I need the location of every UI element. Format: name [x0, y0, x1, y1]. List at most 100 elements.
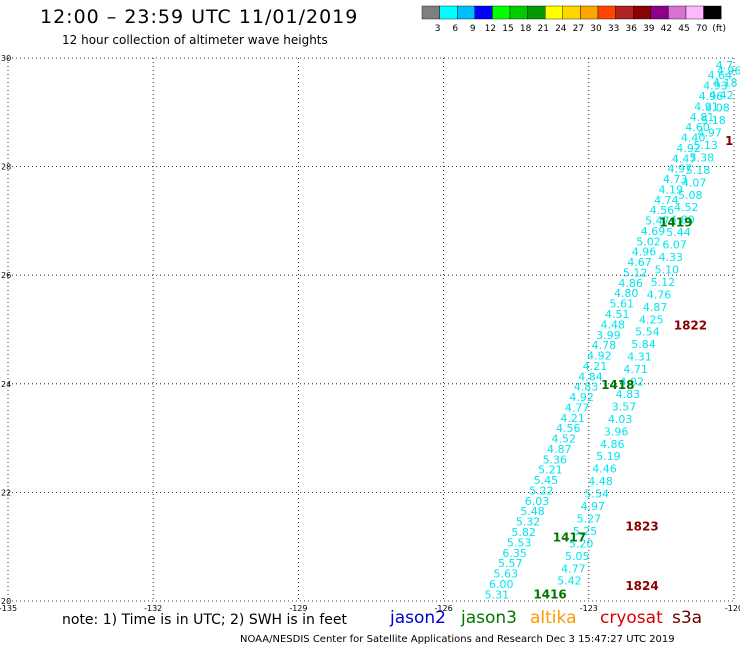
swh-value: 5.18: [701, 114, 726, 127]
swh-value: 4.73: [663, 173, 688, 186]
swh-value: 4.86: [618, 277, 643, 290]
colorbar-label: 70: [696, 24, 708, 34]
colorbar-label: 45: [678, 24, 689, 34]
colorbar-label: 33: [608, 24, 619, 34]
swh-value: 5.10: [655, 263, 680, 276]
colorbar-swatch: [650, 5, 669, 20]
swh-value: 6.07: [662, 239, 687, 252]
swh-value: 5.63: [494, 568, 519, 581]
swh-value: 4.51: [605, 308, 630, 321]
swh-value: 4.92: [569, 391, 594, 404]
colorbar-label: 9: [470, 24, 476, 34]
swh-value: 4.42: [709, 89, 734, 102]
swh-value: 5.08: [678, 189, 703, 202]
swh-value: 5.54: [635, 326, 660, 339]
swh-value: 4.86: [600, 438, 625, 451]
swh-value: 3.96: [604, 425, 629, 438]
swh-value: 5.19: [596, 450, 621, 463]
swh-value: 4.92: [676, 142, 701, 155]
swh-value: 4.60: [685, 121, 710, 134]
swh-value: 3.57: [612, 400, 637, 413]
swh-value: 5.45: [534, 474, 559, 487]
swh-value: 4.33: [658, 251, 683, 264]
swh-value: 5.31: [485, 588, 510, 601]
swh-value: 5.53: [507, 536, 532, 549]
colorbar-swatch: [668, 5, 687, 20]
swh-value: 5.47: [645, 215, 670, 228]
colorbar-label: 24: [555, 24, 567, 34]
swh-value: 5.48: [520, 505, 545, 518]
swh-value: 5.25: [573, 525, 598, 538]
swh-value: 4.48: [588, 475, 613, 488]
swh-value: 4.80: [614, 287, 639, 300]
track-labels: 1416 1417 1418 1419 1822 1823 1824 1: [533, 134, 733, 601]
swh-value: 4.47: [672, 152, 697, 165]
swh-value: 5.02: [636, 235, 661, 248]
colorbar-swatch: [421, 5, 440, 20]
x-tick-label: -135: [0, 604, 17, 613]
swh-value: 5.18: [686, 164, 711, 177]
swh-value: 4.97: [697, 127, 722, 140]
swh-value: 4.76: [647, 288, 672, 301]
swh-value: 5.20: [569, 537, 594, 550]
swh-value: 4.96: [699, 90, 724, 103]
chart-subtitle: 12 hour collection of altimeter wave hei…: [62, 33, 328, 47]
colorbar-swatch: [597, 5, 616, 20]
swh-value: 4.07: [682, 176, 707, 189]
swh-value: 5.13: [694, 139, 719, 152]
track-label: 1823: [625, 519, 658, 533]
colorbar: 3 6 9 12 15 18 21 24 27 30 33 36 39 42 45 70 (ft): [421, 5, 726, 34]
colorbar-label: 6: [452, 24, 458, 34]
colorbar-swatch: [562, 5, 581, 20]
swh-value: 5.82: [511, 526, 536, 539]
colorbar-swatch: [580, 5, 599, 20]
swh-value: 4.71: [623, 363, 648, 376]
swh-value: 5.27: [577, 512, 602, 525]
colorbar-label: 15: [502, 24, 513, 34]
swh-value: 4.80: [670, 214, 695, 227]
swh-value: 4.08: [705, 102, 730, 115]
colorbar-label: 18: [520, 24, 532, 34]
legend-cryosat: cryosat: [600, 608, 663, 628]
colorbar-label: 27: [573, 24, 584, 34]
colorbar-swatch: [545, 5, 564, 20]
swh-value: 6.03: [525, 495, 550, 508]
track-label: 1418: [601, 378, 634, 392]
swh-value: 5.42: [557, 575, 582, 588]
swh-value: 5.32: [516, 516, 541, 529]
swh-value: 5.57: [498, 557, 523, 570]
track-label: 1: [725, 134, 733, 148]
swh-value: 4.46: [592, 463, 617, 476]
colorbar-label: (ft): [712, 24, 726, 34]
swh-value: 4.97: [667, 163, 692, 176]
swh-value: 4.83: [574, 381, 599, 394]
swh-value: 5.12: [623, 266, 648, 279]
colorbar-label: 39: [643, 24, 655, 34]
y-tick-label: 24: [1, 380, 11, 389]
colorbar-swatch: [615, 5, 634, 20]
swh-value: 4.25: [639, 313, 664, 326]
track-label: 1417: [553, 530, 586, 544]
swh-value: 4.96: [717, 64, 740, 77]
colorbar-label: 42: [661, 24, 672, 34]
swh-value: 4.31: [627, 351, 652, 364]
track-label: 1419: [659, 215, 692, 229]
swh-value: 4.56: [556, 422, 581, 435]
swh-value: 5.21: [538, 464, 563, 477]
swh-value: 4.67: [627, 256, 652, 269]
swh-value: 4.96: [632, 246, 657, 259]
footer-credit: NOAA/NESDIS Center for Satellite Applica…: [240, 634, 675, 645]
colorbar-swatch: [439, 5, 458, 20]
swh-value: 4.21: [560, 412, 585, 425]
legend-jason3: jason3: [461, 608, 517, 628]
swh-value: 4.7: [716, 59, 734, 72]
swh-value: 5.05: [565, 550, 590, 563]
swh-value: 4.64: [708, 69, 733, 82]
track-label: 1416: [533, 587, 566, 601]
swh-value: 4.40: [681, 132, 706, 145]
y-tick-label: 28: [1, 163, 11, 172]
y-tick-label: 30: [1, 54, 11, 63]
swh-value: 4.18: [713, 77, 738, 90]
